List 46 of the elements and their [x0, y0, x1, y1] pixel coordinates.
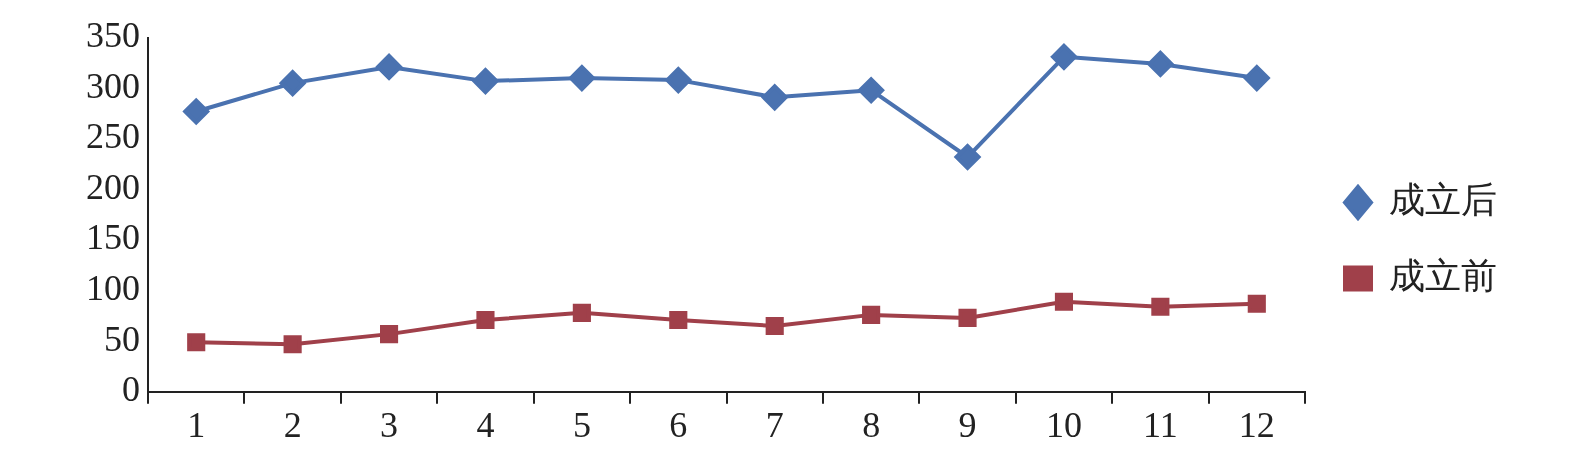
- x-tick-label: 12: [1238, 405, 1275, 446]
- point: [1147, 50, 1174, 77]
- y-tick-label: 300: [86, 65, 140, 106]
- point: [379, 325, 399, 344]
- point: [954, 144, 981, 171]
- point: [1054, 292, 1074, 311]
- point: [376, 53, 403, 80]
- legend-label: 成立后: [1389, 179, 1497, 220]
- y-tick-label: 150: [86, 217, 140, 258]
- y-tick-label: 200: [86, 166, 140, 207]
- point: [1247, 294, 1266, 313]
- legend-label: 成立前: [1389, 255, 1497, 296]
- point: [572, 303, 591, 322]
- point: [187, 333, 206, 352]
- point: [283, 335, 302, 354]
- point: [862, 305, 881, 324]
- y-tick-label: 0: [122, 369, 140, 410]
- point: [669, 310, 688, 330]
- point: [279, 70, 306, 97]
- point: [183, 98, 210, 125]
- point: [958, 308, 977, 327]
- y-tick-label: 50: [104, 318, 140, 359]
- x-tick-label: 2: [283, 405, 302, 446]
- x-tick-label: 4: [476, 405, 495, 446]
- x-tick-label: 11: [1143, 405, 1178, 446]
- x-tick-label: 3: [380, 405, 399, 446]
- x-tick-label: 6: [669, 405, 688, 446]
- y-tick-label: 100: [86, 268, 140, 309]
- point: [476, 310, 495, 330]
- y-tick-label: 250: [86, 116, 140, 157]
- point: [761, 84, 788, 111]
- point: [1050, 43, 1077, 70]
- x-tick-label: 8: [862, 405, 881, 446]
- x-tick-label: 10: [1045, 405, 1082, 446]
- point: [858, 77, 885, 104]
- x-tick-label: 5: [572, 405, 591, 446]
- y-tick-label: 350: [86, 15, 140, 56]
- x-tick-label: 9: [958, 405, 977, 446]
- point: [472, 68, 499, 95]
- x-tick-label: 7: [765, 405, 784, 446]
- x-tick-label: 1: [187, 405, 206, 446]
- point: [765, 316, 784, 336]
- point: [665, 67, 692, 94]
- point: [1151, 297, 1170, 316]
- point: [1243, 65, 1270, 92]
- point: [568, 65, 595, 92]
